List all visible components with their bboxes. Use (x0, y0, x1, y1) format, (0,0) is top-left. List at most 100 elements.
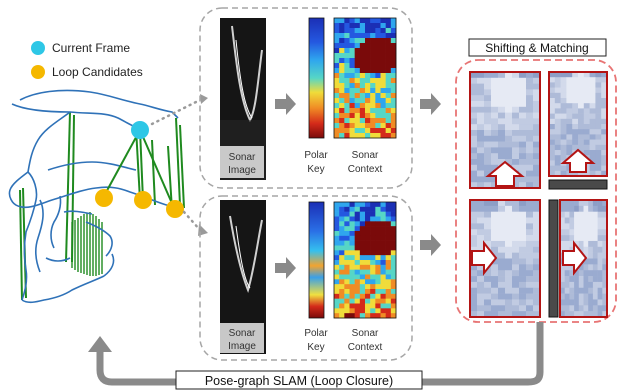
context-cell (359, 28, 366, 34)
context-cell (385, 274, 392, 280)
tile-cell (602, 200, 608, 207)
context-cell (380, 269, 386, 275)
bottom-polar-key-label-1: Polar (304, 328, 328, 339)
tile-cell (601, 72, 608, 78)
context-cell (375, 118, 381, 124)
tile-cell (498, 311, 506, 318)
tile-cell (595, 134, 602, 140)
tile-cell (592, 235, 598, 242)
context-cell (385, 18, 392, 24)
tile-cell (498, 252, 506, 259)
tile-cell (533, 311, 541, 318)
context-cell (344, 63, 350, 69)
tile-cell (578, 276, 584, 283)
context-cell (375, 226, 381, 232)
context-cell (390, 245, 397, 251)
tile-cell (498, 159, 506, 166)
context-cell (334, 118, 340, 124)
tile-cell (519, 293, 527, 300)
tile-cell (526, 293, 534, 300)
context-cell (390, 68, 397, 74)
bottom-polar-key (308, 201, 325, 319)
context-cell (375, 284, 381, 290)
tile-cell (588, 281, 594, 289)
tile-cell (533, 130, 541, 137)
tile-cell (595, 72, 602, 78)
tile-cell (601, 134, 608, 140)
tile-cell (554, 98, 561, 104)
tile-cell (484, 182, 492, 189)
tile-cell (578, 134, 585, 140)
context-cell (365, 53, 371, 59)
tile-cell (554, 134, 561, 140)
context-cell (365, 123, 371, 129)
context-cell (354, 206, 361, 212)
context-cell (334, 279, 340, 285)
tile-cell (519, 153, 527, 160)
top-arrow-1 (275, 93, 296, 115)
tile-cell (588, 270, 594, 277)
top-polar-key-label-2: Key (307, 164, 324, 175)
tile-cell (519, 311, 527, 318)
tile-cell (526, 287, 534, 294)
context-cell (354, 113, 361, 119)
tile-cell (533, 124, 541, 131)
context-cell (334, 73, 340, 79)
tile-cell (564, 211, 570, 218)
tile-cell (484, 112, 492, 119)
context-cell (365, 48, 371, 54)
tile-cell (512, 135, 520, 142)
tile-cell (491, 287, 499, 294)
tile-cell (477, 112, 485, 119)
tile-cell (519, 89, 527, 96)
context-cell (365, 245, 371, 251)
context-cell (344, 118, 350, 124)
tile-cell (560, 281, 565, 289)
tile-cell (560, 129, 567, 135)
context-cell (359, 279, 366, 285)
context-cell (349, 43, 355, 49)
tile-cell (512, 130, 520, 137)
tile-cell (491, 293, 499, 300)
tile-cell (560, 87, 567, 94)
context-cell (390, 103, 397, 109)
tile-cell (526, 229, 534, 236)
tile-cell (505, 106, 513, 113)
context-cell (380, 38, 386, 44)
context-cell (334, 211, 340, 217)
tile-cell (583, 287, 589, 294)
context-cell (365, 221, 371, 227)
tile-cell (477, 217, 485, 224)
legend-loop-candidates: Loop Candidates (52, 65, 143, 79)
tile-cell (601, 98, 608, 104)
tile-cell (470, 112, 478, 119)
context-cell (359, 18, 366, 24)
context-cell (370, 260, 376, 266)
tile-cell (477, 287, 485, 294)
tile-cell (526, 159, 534, 166)
context-cell (385, 289, 392, 295)
tile-cell (526, 130, 534, 137)
tile-cell (533, 135, 541, 142)
context-cell (370, 255, 376, 261)
tile-cell (526, 311, 534, 318)
tile-cell (592, 258, 598, 265)
tile-cell (560, 150, 567, 156)
context-cell (354, 284, 361, 290)
context-cell (359, 260, 366, 266)
tile-cell (484, 106, 492, 113)
top-sonar-image-label-2: Image (228, 165, 256, 176)
tile-cell (564, 299, 570, 306)
context-cell (359, 206, 366, 212)
tile-cell (477, 200, 485, 207)
tile-cell (526, 83, 534, 90)
tile-cell (491, 182, 499, 189)
context-cell (370, 235, 376, 241)
context-cell (375, 48, 381, 54)
context-cell (359, 226, 366, 232)
context-cell (365, 68, 371, 74)
context-cell (370, 93, 376, 99)
tile-cell (560, 287, 565, 294)
tile-cell (592, 276, 598, 283)
context-cell (365, 103, 371, 109)
